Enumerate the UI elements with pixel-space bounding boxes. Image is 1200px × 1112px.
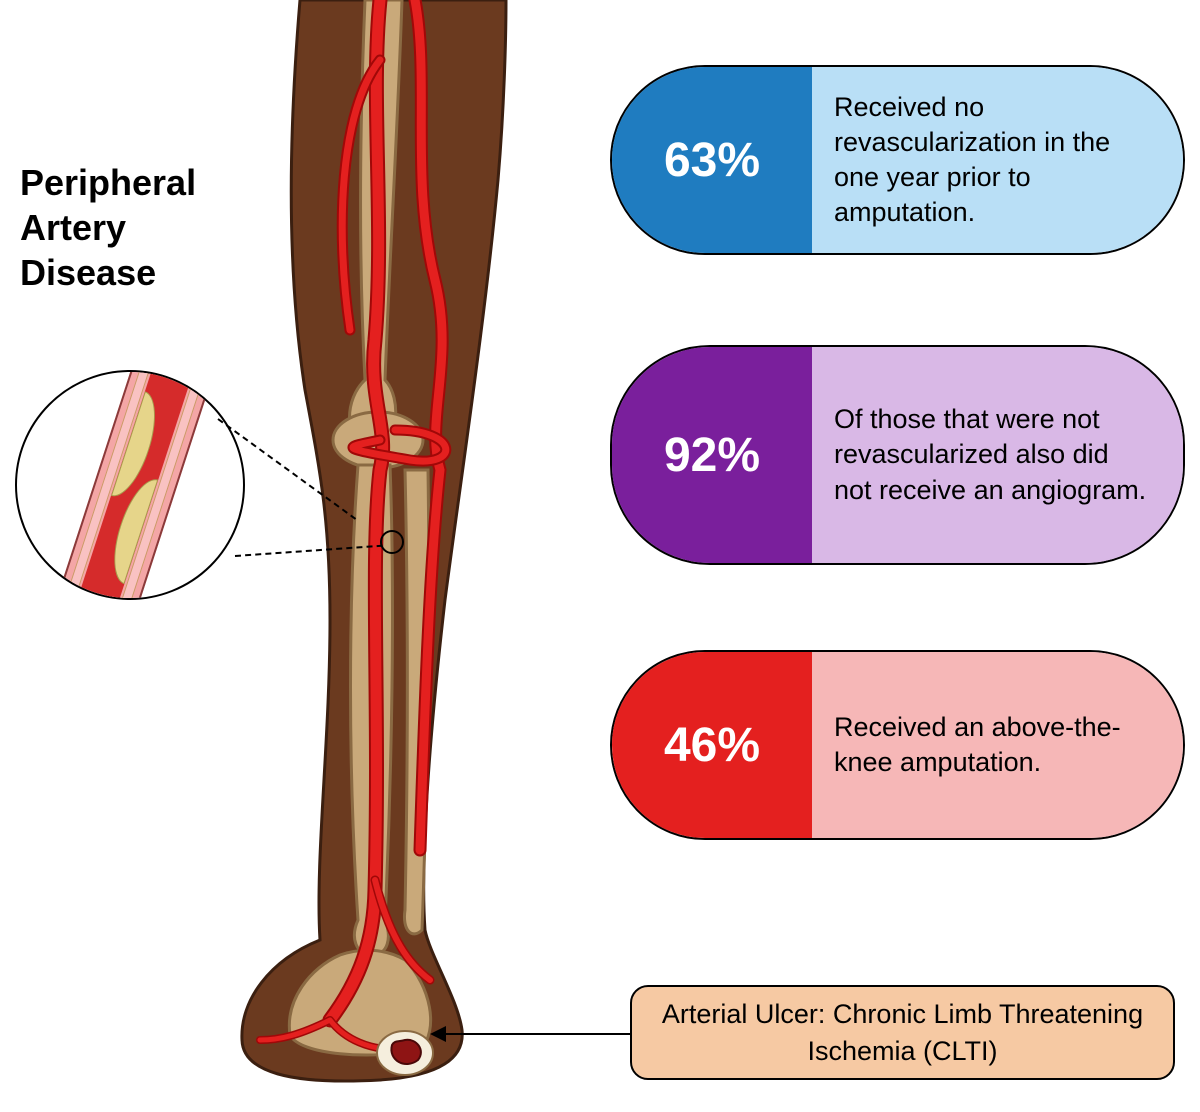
- artery-cross-section: [46, 370, 215, 600]
- stat-percent: 63%: [612, 67, 812, 253]
- zoom-target-ring: [380, 530, 404, 554]
- diagram-title: Peripheral Artery Disease: [20, 160, 196, 295]
- ulcer-arrow-line: [446, 1033, 630, 1035]
- stat-description: Of those that were not revascularized al…: [812, 347, 1183, 563]
- leg-illustration: [230, 0, 600, 1112]
- stat-percent: 46%: [612, 652, 812, 838]
- stat-description: Received an above-the-knee amputation.: [812, 652, 1183, 838]
- artery-detail-circle: [15, 370, 245, 600]
- ulcer-label: Arterial Ulcer: Chronic Limb Threatening…: [630, 985, 1175, 1080]
- foot-ulcer: [377, 1031, 433, 1075]
- stat-pill-0: 63%Received no revascularization in the …: [610, 65, 1185, 255]
- stat-percent: 92%: [612, 347, 812, 563]
- ulcer-label-text: Arterial Ulcer: Chronic Limb Threatening…: [650, 996, 1155, 1069]
- ulcer-arrow-head: [430, 1026, 446, 1042]
- stat-pill-2: 46%Received an above-the-knee amputation…: [610, 650, 1185, 840]
- stat-pill-1: 92%Of those that were not revascularized…: [610, 345, 1185, 565]
- stat-description: Received no revascularization in the one…: [812, 67, 1183, 253]
